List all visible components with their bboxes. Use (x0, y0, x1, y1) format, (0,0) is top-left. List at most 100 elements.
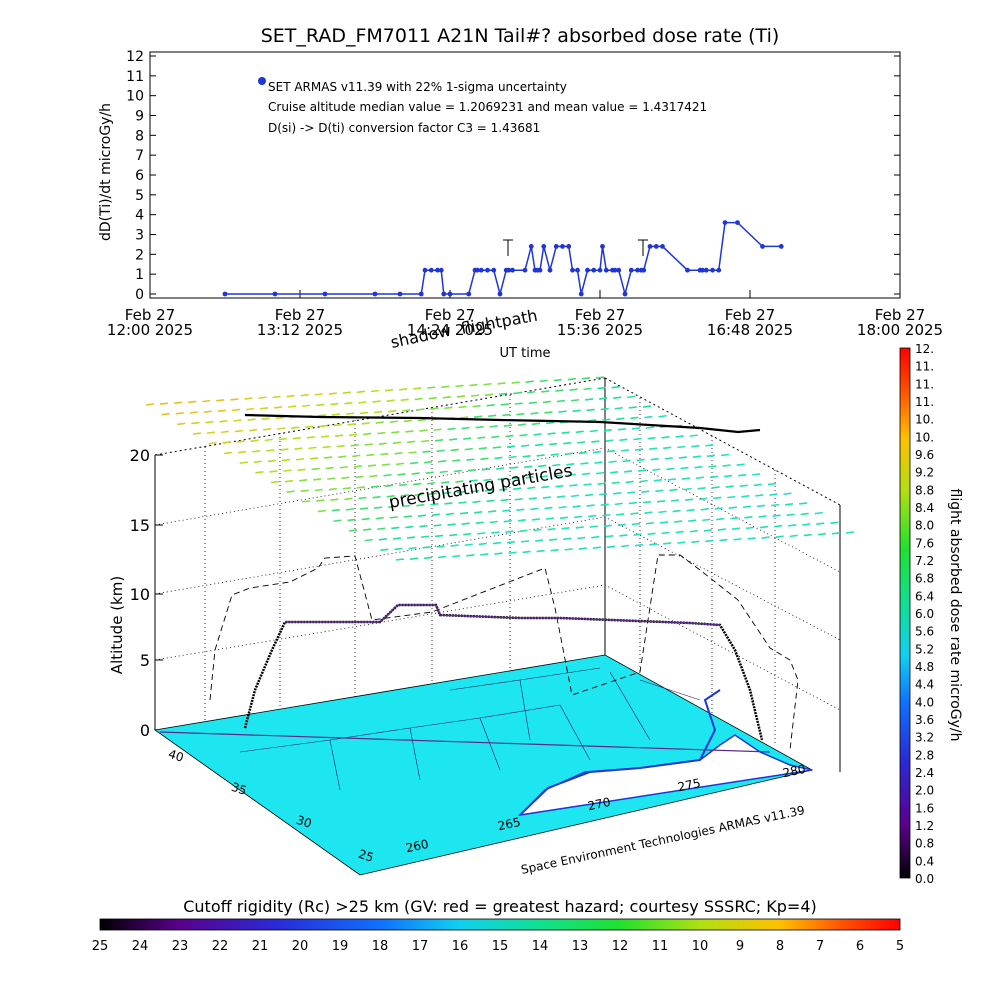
particle-mark (536, 549, 545, 553)
data-point (685, 267, 690, 273)
particle-mark (742, 505, 751, 509)
longitude-axis: 260 265 270 275 280 (405, 762, 807, 855)
particle-mark (434, 534, 444, 538)
particle-mark (591, 535, 600, 539)
particle-mark (331, 508, 341, 512)
particle-mark (483, 478, 492, 482)
particle-mark (506, 445, 516, 448)
y-tick-label: 5 (135, 188, 144, 204)
particle-mark (486, 404, 495, 407)
particle-mark (284, 479, 294, 483)
particle-mark (377, 431, 386, 435)
particle-mark (511, 381, 520, 384)
particle-mark (553, 378, 562, 382)
particle-mark (358, 496, 367, 500)
particle-mark (616, 513, 625, 516)
particle-mark (291, 426, 300, 429)
coastline (519, 689, 721, 816)
particle-mark (559, 516, 569, 520)
particle-mark (324, 456, 333, 459)
particle-mark (306, 436, 316, 439)
particle-mark (569, 388, 578, 392)
dose-colorbar-tick-label: 12. (915, 342, 934, 356)
particle-mark (269, 470, 278, 473)
particle-mark (391, 430, 400, 434)
particle-mark (428, 396, 437, 400)
particle-mark (708, 465, 717, 468)
particle-mark (631, 522, 641, 526)
particle-mark (672, 509, 681, 513)
particle-mark (783, 492, 792, 496)
data-point (585, 267, 590, 273)
data-point (428, 267, 434, 273)
particle-mark (480, 553, 489, 556)
dose-colorbar-tick-label: 6.8 (915, 572, 934, 586)
particle-mark (614, 502, 623, 506)
particle-mark (597, 386, 606, 390)
particle-mark (381, 463, 391, 467)
particle-mark (544, 411, 553, 414)
particle-mark (611, 481, 620, 485)
particle-mark (424, 460, 433, 464)
particle-mark (606, 545, 616, 549)
particle-mark (514, 402, 523, 405)
particle-mark (494, 552, 503, 555)
particle-mark (277, 427, 286, 430)
rigidity-colorbar-tick-label: 14 (532, 939, 549, 954)
data-point (478, 267, 484, 273)
particle-mark (592, 450, 601, 454)
data-point (570, 267, 575, 273)
particle-mark (444, 406, 453, 410)
x-tick-label-bottom: 18:00 2025 (857, 321, 943, 339)
particle-mark (620, 544, 630, 548)
particle-mark (417, 418, 426, 422)
particle-mark (361, 422, 370, 425)
particle-mark (280, 448, 289, 451)
particle-mark (267, 459, 276, 463)
dose-colorbar-tick-label: 5.6 (915, 625, 934, 639)
particle-mark (578, 547, 587, 550)
particle-mark (475, 521, 484, 525)
particle-mark (572, 409, 581, 413)
particle-mark (370, 485, 380, 488)
particle-mark (191, 421, 200, 425)
particle-mark (503, 424, 512, 427)
particle-mark (789, 534, 798, 538)
particle-mark (314, 488, 323, 492)
particle-mark (508, 551, 517, 555)
particle-mark (619, 534, 628, 537)
x-tick-label-bottom: 15:36 2025 (557, 321, 643, 339)
particle-mark (644, 415, 653, 419)
particle-mark (658, 510, 667, 514)
particle-mark (145, 403, 155, 406)
particle-mark (617, 523, 626, 527)
particle-mark (224, 451, 233, 455)
particle-mark (525, 476, 534, 479)
particle-mark (391, 526, 400, 530)
dose-colorbar-tick-label: 7.6 (915, 536, 934, 550)
particle-mark (333, 519, 342, 523)
particle-mark (363, 432, 372, 436)
particle-mark (603, 524, 612, 528)
particle-mark (509, 466, 519, 469)
particle-mark (394, 452, 403, 455)
particle-mark (449, 438, 458, 441)
particle-mark (453, 469, 462, 473)
particle-mark (561, 527, 570, 530)
dose-colorbar-tick-label: 10. (915, 413, 934, 427)
particle-mark (605, 439, 614, 442)
rigidity-colorbar-tick-label: 15 (492, 939, 509, 954)
particle-mark (642, 405, 651, 408)
dose-colorbar-tick-label: 7.2 (915, 554, 934, 568)
particle-mark (497, 477, 506, 481)
particle-mark (799, 502, 808, 505)
particle-mark (686, 508, 695, 512)
dose-colorbar-tick-label: 6.0 (915, 607, 934, 621)
particle-mark (380, 452, 389, 456)
particle-mark (231, 408, 241, 412)
particle-mark (563, 537, 572, 541)
particle-mark (397, 473, 406, 476)
particle-mark (264, 438, 273, 442)
particle-mark (517, 519, 526, 522)
